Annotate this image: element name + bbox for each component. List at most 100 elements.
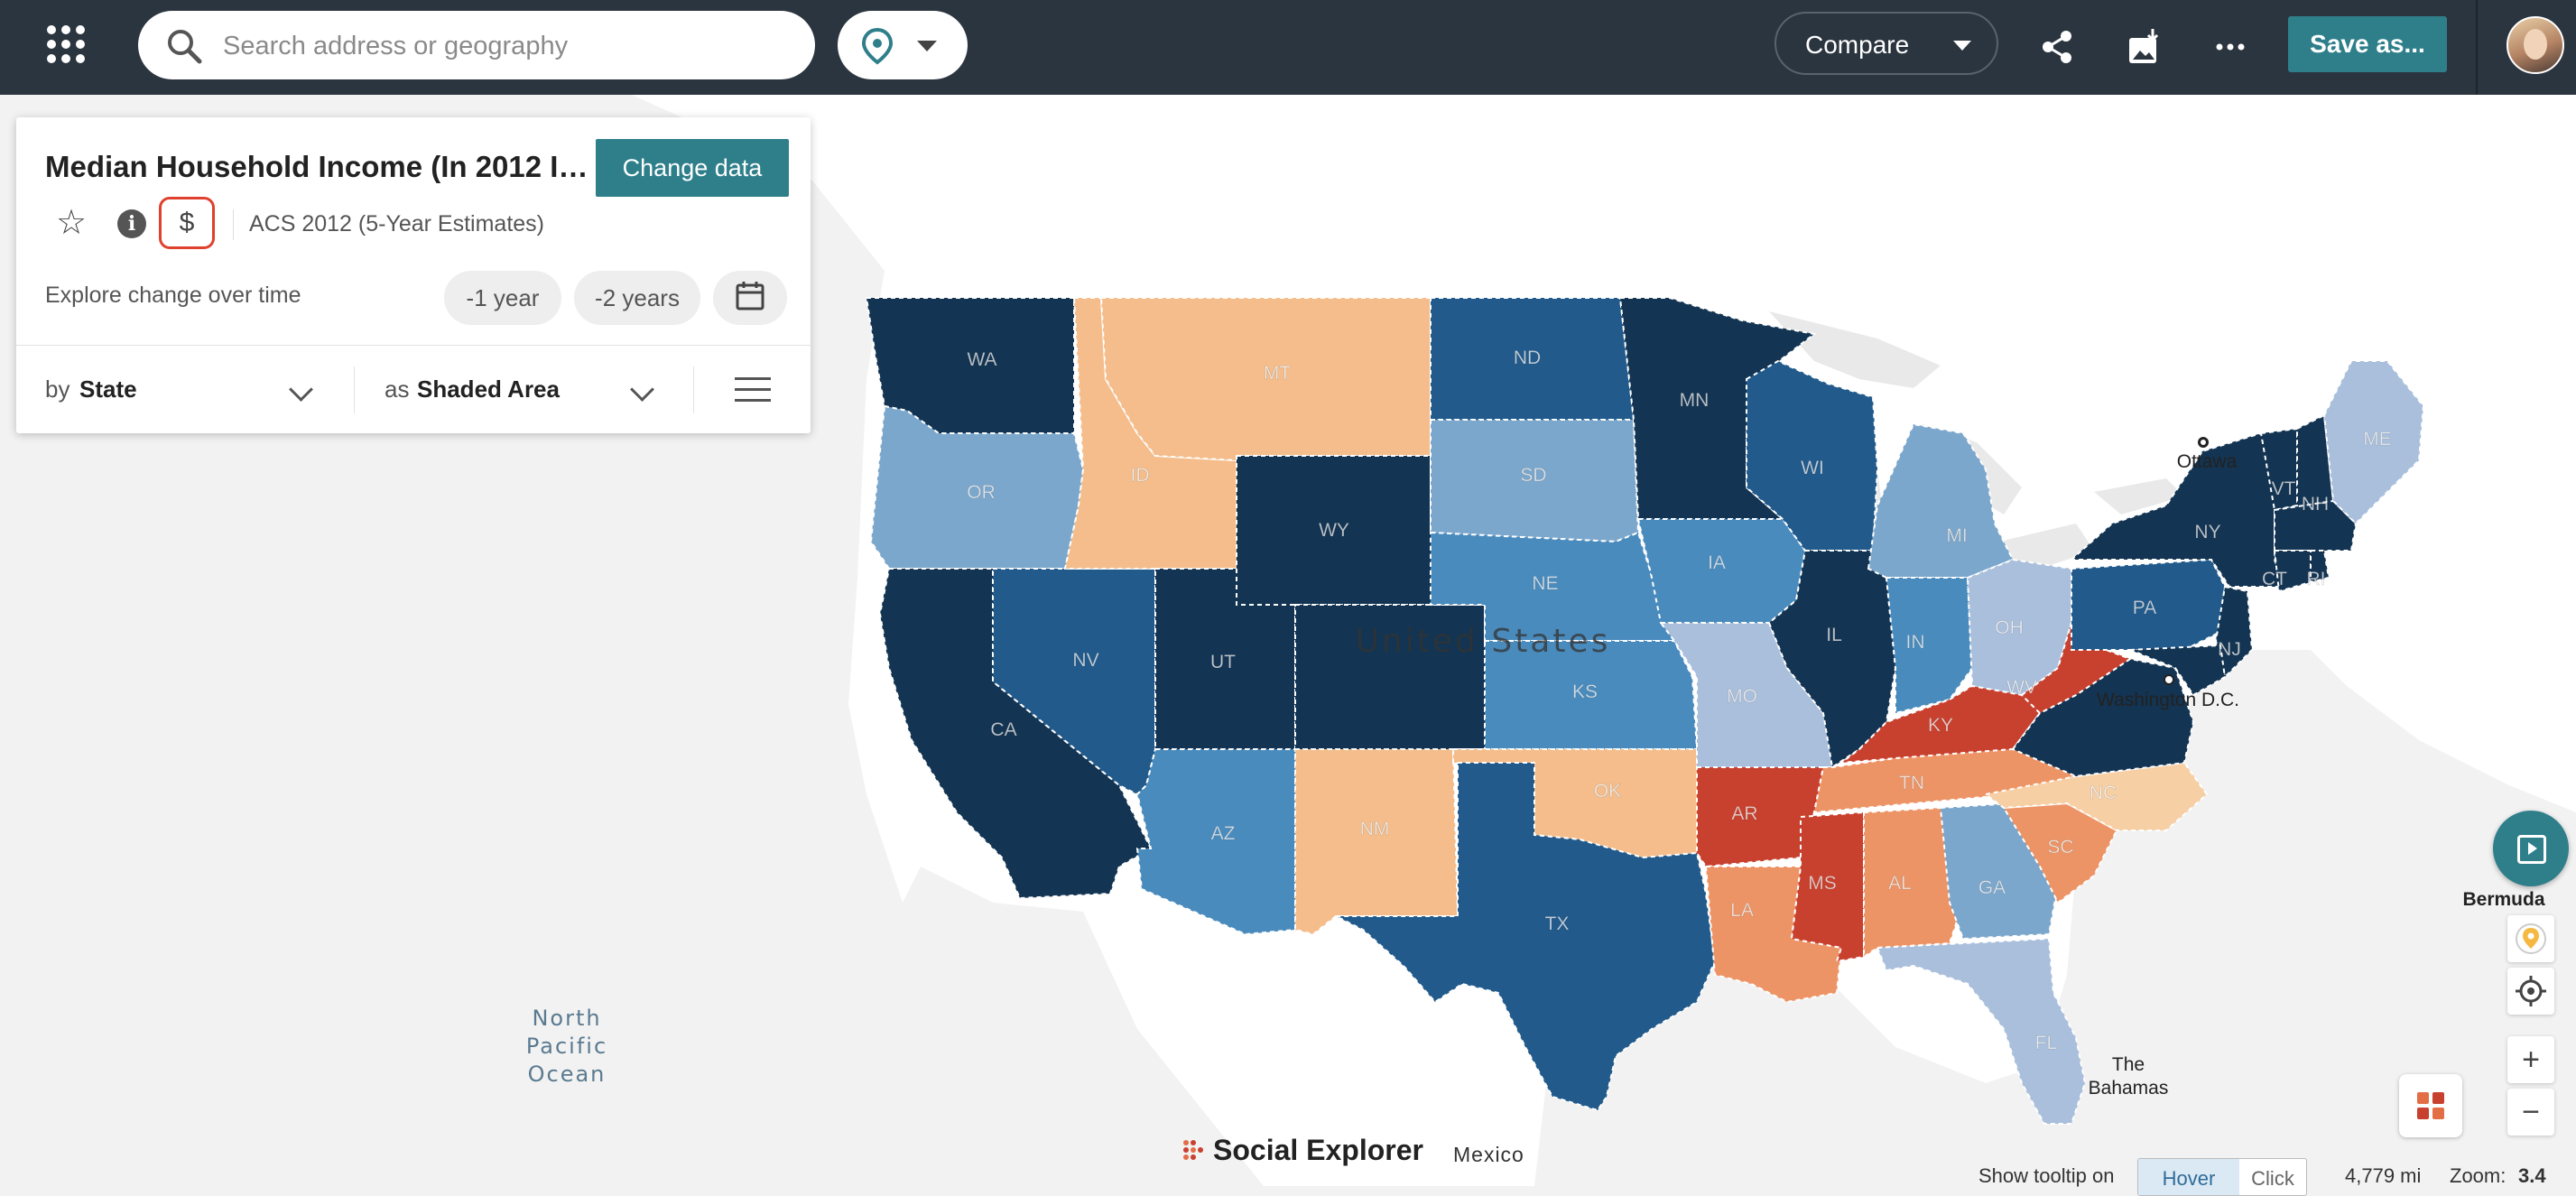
- present-button[interactable]: [2493, 811, 2569, 886]
- state-ME[interactable]: [2322, 360, 2425, 525]
- bahamas-label-1: The: [2112, 1054, 2145, 1075]
- ocean-label-1: North: [532, 1006, 601, 1031]
- state-VT[interactable]: [2259, 427, 2298, 512]
- state-label-IL: IL: [1826, 625, 1842, 645]
- state-NM[interactable]: [1294, 748, 1459, 936]
- state-WI[interactable]: [1746, 359, 1879, 552]
- state-label-MI: MI: [1946, 525, 1967, 546]
- state-label-LA: LA: [1730, 900, 1754, 921]
- state-KY[interactable]: [1838, 684, 2042, 765]
- state-label-ND: ND: [1514, 348, 1541, 368]
- state-NC[interactable]: [1983, 761, 2209, 831]
- state-label-MT: MT: [1264, 363, 1291, 384]
- state-WV[interactable]: [2020, 621, 2133, 715]
- compare-button[interactable]: Compare: [1774, 12, 1998, 75]
- state-NJ[interactable]: [2214, 585, 2254, 679]
- ocean-label-2: Pacific: [526, 1034, 607, 1059]
- crosshair-icon: [2516, 976, 2546, 1006]
- state-label-NC: NC: [2090, 783, 2117, 803]
- state-label-WY: WY: [1319, 520, 1349, 541]
- state-label-AL: AL: [1888, 873, 1912, 894]
- tooltip-toggle[interactable]: Hover Click: [2137, 1158, 2307, 1196]
- state-MS[interactable]: [1790, 811, 1865, 963]
- save-as-button[interactable]: Save as...: [2288, 16, 2447, 72]
- map-pin-icon: [2516, 923, 2546, 954]
- bahamas-label-2: Bahamas: [2089, 1078, 2169, 1099]
- state-MA[interactable]: [2274, 499, 2358, 552]
- change-data-button[interactable]: Change data: [596, 139, 789, 197]
- state-KS[interactable]: [1484, 640, 1699, 750]
- zoom-out-button[interactable]: −: [2507, 1089, 2554, 1136]
- map-svg: WA OR CA NV ID MT WY UT AZ NM ND SD NE K…: [526, 95, 2576, 1186]
- state-label-SD: SD: [1520, 465, 1546, 486]
- minus-2-years-button[interactable]: -2 years: [574, 271, 700, 325]
- location-dropdown[interactable]: [838, 11, 968, 79]
- play-icon: [2517, 835, 2546, 864]
- state-label-MO: MO: [1727, 686, 1757, 707]
- map-title: Median Household Income (In 2012 Inflati…: [45, 150, 596, 183]
- state-label-WI: WI: [1801, 458, 1824, 478]
- hover-option[interactable]: Hover: [2138, 1159, 2239, 1195]
- state-FL[interactable]: [1876, 937, 2087, 1125]
- state-label-NY: NY: [2194, 522, 2220, 542]
- state-label-AZ: AZ: [1211, 823, 1236, 844]
- divider: [354, 366, 355, 413]
- state-MI[interactable]: [1867, 422, 2015, 579]
- state-WA[interactable]: [865, 297, 1075, 434]
- state-label-TN: TN: [1899, 773, 1924, 793]
- state-label-NM: NM: [1360, 819, 1390, 839]
- state-label-NV: NV: [1072, 650, 1098, 671]
- state-label-KS: KS: [1572, 681, 1598, 702]
- click-option[interactable]: Click: [2251, 1167, 2294, 1190]
- panel-divider: [16, 345, 811, 346]
- state-LA[interactable]: [1704, 866, 1843, 1004]
- viz-type-select[interactable]: Shaded Area: [417, 375, 560, 403]
- washington-label: Washington D.C.: [2097, 690, 2239, 710]
- state-label-VT: VT: [2272, 478, 2296, 499]
- more-horizontal-icon[interactable]: [2209, 25, 2252, 69]
- image-export-icon[interactable]: [2122, 25, 2165, 69]
- state-UT[interactable]: [1154, 568, 1296, 750]
- star-icon[interactable]: ☆: [56, 204, 88, 242]
- state-label-IN: IN: [1906, 632, 1925, 653]
- calendar-icon: [736, 282, 764, 311]
- state-TN[interactable]: [1812, 743, 2106, 814]
- dollar-icon[interactable]: $: [159, 197, 215, 249]
- brand-name: Social Explorer: [1213, 1134, 1423, 1166]
- info-icon[interactable]: i: [117, 209, 146, 238]
- zoom-in-button[interactable]: +: [2507, 1036, 2554, 1083]
- state-label-KY: KY: [1928, 715, 1953, 736]
- state-MD[interactable]: [2129, 644, 2227, 697]
- state-SC[interactable]: [2002, 802, 2118, 904]
- hamburger-menu-icon[interactable]: [735, 377, 771, 410]
- minus-1-year-button[interactable]: -1 year: [444, 271, 561, 325]
- survey-label[interactable]: ACS 2012 (5-Year Estimates): [249, 211, 545, 236]
- share-icon[interactable]: [2035, 25, 2079, 69]
- mexico-label: Mexico: [1453, 1143, 1524, 1166]
- state-label-IA: IA: [1708, 552, 1726, 573]
- chevron-down-icon[interactable]: [630, 377, 654, 402]
- search-input[interactable]: [221, 23, 784, 69]
- calendar-button[interactable]: [713, 271, 787, 325]
- legend-button[interactable]: [2399, 1074, 2462, 1137]
- chevron-down-icon: [917, 41, 937, 51]
- state-NE[interactable]: [1430, 531, 1676, 642]
- by-label: by: [45, 375, 70, 403]
- geo-level-select[interactable]: State: [79, 375, 137, 403]
- map-canvas[interactable]: WA OR CA NV ID MT WY UT AZ NM ND SD NE K…: [0, 95, 2576, 1186]
- state-label-NJ: NJ: [2218, 639, 2241, 660]
- my-location-button[interactable]: [2507, 968, 2554, 1015]
- state-NV[interactable]: [992, 568, 1156, 796]
- avatar[interactable]: [2507, 16, 2564, 74]
- state-RI[interactable]: [2310, 550, 2330, 584]
- state-label-CT: CT: [2262, 569, 2287, 589]
- place-marker-button[interactable]: [2507, 915, 2554, 962]
- apps-grid-icon[interactable]: [47, 25, 88, 67]
- state-label-FL: FL: [2035, 1033, 2058, 1053]
- state-TX[interactable]: [1335, 762, 1717, 1112]
- chevron-down-icon[interactable]: [289, 377, 313, 402]
- location-pin-icon: [861, 27, 894, 65]
- state-IA[interactable]: [1636, 518, 1807, 624]
- compare-label: Compare: [1805, 31, 1910, 59]
- search-box[interactable]: [138, 11, 815, 79]
